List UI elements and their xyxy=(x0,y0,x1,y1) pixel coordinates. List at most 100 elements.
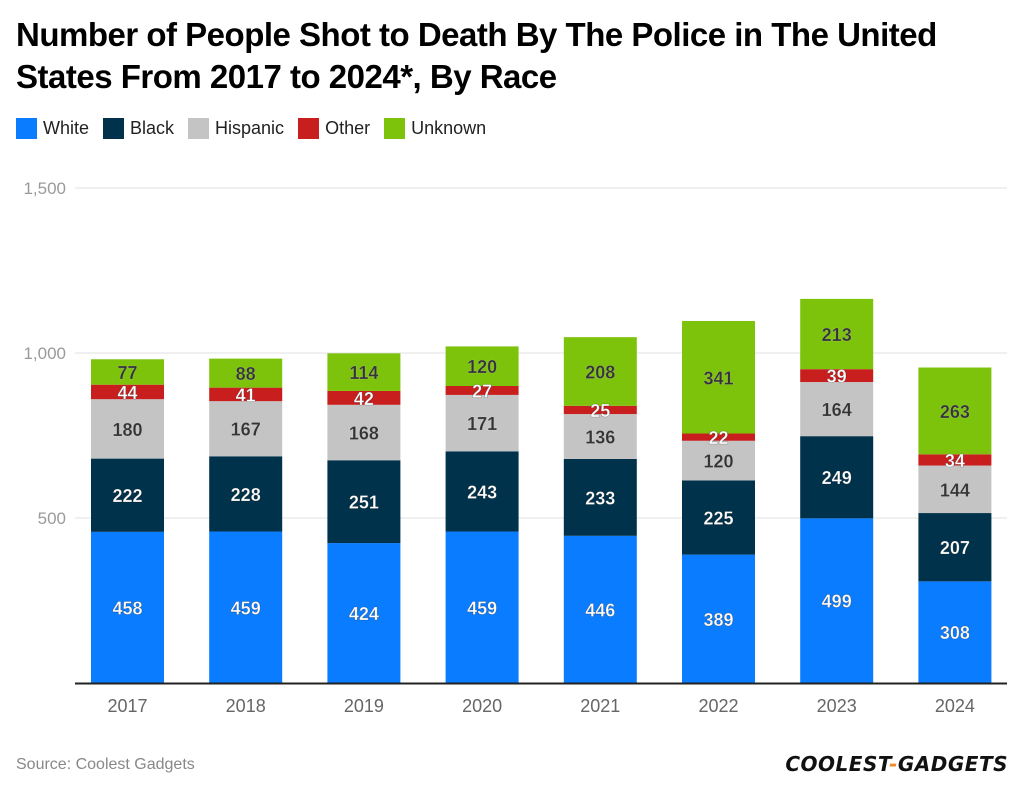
y-tick-label: 500 xyxy=(38,509,66,528)
data-label-black-2020: 243 xyxy=(467,482,497,502)
data-label-white-2024: 308 xyxy=(940,623,970,643)
y-tick-label: 1,500 xyxy=(23,179,66,198)
data-label-unknown-2020: 120 xyxy=(467,357,497,377)
data-label-hispanic-2021: 136 xyxy=(585,427,615,447)
logo-dash: - xyxy=(889,752,898,776)
data-label-black-2018: 228 xyxy=(231,485,261,505)
bar-segment-black-2022 xyxy=(682,480,755,555)
data-label-white-2023: 499 xyxy=(822,592,852,612)
data-label-hispanic-2020: 171 xyxy=(467,414,497,434)
bars xyxy=(91,298,992,683)
brand-logo: COOLEST-GADGETS xyxy=(785,752,1008,776)
x-tick-label: 2024 xyxy=(935,696,975,716)
x-tick-label: 2021 xyxy=(580,696,620,716)
data-label-black-2019: 251 xyxy=(349,493,379,513)
bar-segment-unknown-2024 xyxy=(918,367,992,455)
legend-label-black: Black xyxy=(130,118,175,138)
data-label-white-2021: 446 xyxy=(585,600,615,620)
bar-segment-unknown-2019 xyxy=(327,353,401,391)
data-label-black-2017: 222 xyxy=(112,486,142,506)
bar-segment-white-2022 xyxy=(682,554,755,683)
x-tick-label: 2019 xyxy=(344,696,384,716)
logo-text-left: COOLEST xyxy=(785,752,890,776)
bar-segment-white-2018 xyxy=(209,531,283,683)
data-label-hispanic-2022: 120 xyxy=(703,452,733,472)
x-axis: 2017 2018 2019 2020 2021 2022 2023 2024 xyxy=(107,696,974,716)
data-label-hispanic-2023: 164 xyxy=(822,400,852,420)
bar-segment-unknown-2017 xyxy=(91,359,164,385)
bar-segment-white-2023 xyxy=(800,518,874,683)
legend-swatch-other xyxy=(298,118,320,139)
bar-segment-black-2020 xyxy=(445,451,519,532)
bar-segment-hispanic-2024 xyxy=(918,465,992,514)
legend-item-unknown: Unknown xyxy=(384,118,486,139)
bar-segment-other-2020 xyxy=(445,386,519,395)
bar-segment-black-2019 xyxy=(327,460,401,544)
bar-segment-black-2024 xyxy=(918,513,992,582)
legend-label-hispanic: Hispanic xyxy=(215,118,285,138)
data-label-other-2020: 27 xyxy=(472,381,492,401)
data-label-white-2017: 458 xyxy=(112,598,142,618)
bar-segment-other-2023 xyxy=(800,369,874,383)
x-tick-label: 2023 xyxy=(817,696,857,716)
legend-swatch-unknown xyxy=(384,118,406,139)
bar-segment-black-2018 xyxy=(209,456,283,532)
bar-segment-unknown-2023 xyxy=(800,298,874,370)
data-label-unknown-2022: 341 xyxy=(703,368,733,388)
bar-segment-hispanic-2019 xyxy=(327,404,401,461)
data-label-black-2023: 249 xyxy=(822,468,852,488)
bar-segment-other-2022 xyxy=(682,433,755,441)
bar-segment-unknown-2018 xyxy=(209,358,283,388)
bar-segment-white-2019 xyxy=(327,543,401,683)
legend-item-other: Other xyxy=(298,118,370,139)
x-tick-label: 2022 xyxy=(698,696,738,716)
data-label-white-2019: 424 xyxy=(349,604,379,624)
bar-segment-black-2021 xyxy=(563,458,637,536)
x-tick-label: 2020 xyxy=(462,696,502,716)
data-label-black-2024: 207 xyxy=(940,538,970,558)
bar-segment-hispanic-2017 xyxy=(91,399,164,459)
bar-segment-hispanic-2022 xyxy=(682,440,755,481)
data-label-hispanic-2018: 167 xyxy=(231,420,261,440)
bar-segment-white-2021 xyxy=(563,535,637,683)
bar-segment-white-2020 xyxy=(445,531,519,683)
bar-segment-white-2024 xyxy=(918,581,992,683)
x-tick-label: 2018 xyxy=(226,696,266,716)
bar-segment-unknown-2022 xyxy=(682,320,755,434)
chart-legend: White Black Hispanic Other Unknown xyxy=(16,118,500,139)
legend-swatch-hispanic xyxy=(188,118,210,139)
x-tick-label: 2017 xyxy=(107,696,147,716)
legend-item-white: White xyxy=(16,118,89,139)
y-axis: 500 1,000 1,500 xyxy=(23,179,66,528)
data-label-white-2020: 459 xyxy=(467,598,497,618)
bar-segment-black-2017 xyxy=(91,458,164,532)
source-note: Source: Coolest Gadgets xyxy=(16,756,195,773)
data-label-other-2018: 41 xyxy=(236,385,256,405)
bar-segment-other-2019 xyxy=(327,390,401,405)
bar-segment-hispanic-2021 xyxy=(563,414,637,459)
bar-segment-hispanic-2018 xyxy=(209,401,283,457)
data-label-other-2024: 34 xyxy=(945,451,965,471)
bar-segment-other-2024 xyxy=(918,454,992,466)
y-tick-label: 1,000 xyxy=(23,344,66,363)
legend-swatch-black xyxy=(103,118,125,139)
data-label-other-2019: 42 xyxy=(354,389,374,409)
data-label-unknown-2017: 77 xyxy=(117,363,137,383)
data-label-hispanic-2024: 144 xyxy=(940,480,970,500)
bar-segment-other-2018 xyxy=(209,387,283,402)
data-label-unknown-2021: 208 xyxy=(585,362,615,382)
legend-label-unknown: Unknown xyxy=(411,118,487,138)
legend-label-other: Other xyxy=(325,118,371,138)
data-label-unknown-2023: 213 xyxy=(822,325,852,345)
data-label-black-2022: 225 xyxy=(703,509,733,529)
data-label-other-2017: 44 xyxy=(117,383,137,403)
bar-segment-other-2021 xyxy=(563,405,637,415)
data-label-other-2023: 39 xyxy=(827,367,847,387)
data-label-unknown-2024: 263 xyxy=(940,402,970,422)
legend-label-white: White xyxy=(43,118,90,138)
data-label-other-2021: 25 xyxy=(590,401,610,421)
legend-item-hispanic: Hispanic xyxy=(188,118,284,139)
chart-title: Number of People Shot to Death By The Po… xyxy=(16,16,937,95)
